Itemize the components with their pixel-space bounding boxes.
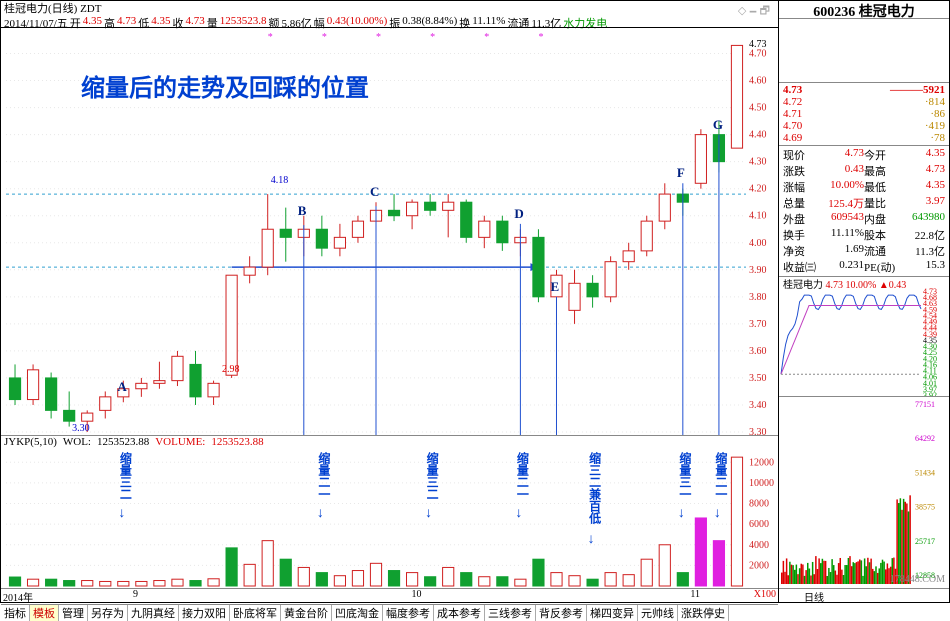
- info-row: 净资1.69流通11.3亿: [783, 243, 945, 259]
- vol-annotation: 缩量二一: [514, 452, 531, 500]
- svg-text:38575: 38575: [915, 503, 935, 512]
- info-row: 换手11.11%股本22.8亿: [783, 227, 945, 243]
- info-row: 现价4.73今开4.35: [783, 147, 945, 163]
- tab-1[interactable]: 模板: [30, 605, 59, 621]
- tab-5[interactable]: 接力双阳: [179, 605, 230, 621]
- svg-text:51434: 51434: [915, 468, 935, 477]
- tab-14[interactable]: 元帅线: [638, 605, 678, 621]
- svg-text:4.00: 4.00: [749, 238, 767, 249]
- chart-letter-F: F: [677, 165, 685, 181]
- vol-annotation: 缩量二一: [316, 452, 333, 500]
- chart-letter-G: G: [713, 117, 723, 133]
- candlestick-chart[interactable]: 3.30 3.40 3.50 3.60 3.70 3.80 3.90 4.00 4.10 4.20…: [1, 27, 778, 435]
- side-bids: 4.73———59214.72·8144.71·864.70·4194.69·7…: [779, 83, 949, 146]
- svg-text:3.60: 3.60: [749, 346, 767, 357]
- side-mini-volume[interactable]: 771516429251434385752571712858 178448.CO…: [779, 397, 949, 588]
- svg-text:2000: 2000: [749, 560, 769, 571]
- svg-text:3.90: 3.90: [749, 265, 767, 276]
- tab-6[interactable]: 卧底将军: [230, 605, 281, 621]
- info-row: 涨幅10.00%最低4.35: [783, 179, 945, 195]
- tab-10[interactable]: 成本参考: [434, 605, 485, 621]
- bid-row: 4.71·86: [783, 108, 945, 120]
- svg-text:3.80: 3.80: [749, 292, 767, 303]
- tab-15[interactable]: 涨跌停史: [678, 605, 729, 621]
- vol-annotation: 缩量三二: [117, 452, 134, 500]
- svg-text:4.30: 4.30: [749, 157, 767, 168]
- svg-text:3.70: 3.70: [749, 319, 767, 330]
- tab-9[interactable]: 幅度参考: [383, 605, 434, 621]
- main-panel: 桂冠电力(日线) ZDT ◇ 🗕 🗗 2014/11/07/五 开4.35 高4…: [1, 1, 779, 602]
- svg-text:4.40: 4.40: [749, 130, 767, 141]
- tab-12[interactable]: 背反参考: [536, 605, 587, 621]
- svg-text:4.10: 4.10: [749, 211, 767, 222]
- side-panel: 600236 桂冠电力 4.73———59214.72·8144.71·864.…: [779, 1, 949, 602]
- chart-letter-C: C: [370, 184, 379, 200]
- vol-annotation: 缩量三二: [424, 452, 441, 500]
- svg-text:4.50: 4.50: [749, 103, 767, 114]
- svg-text:64292: 64292: [915, 434, 935, 443]
- stock-name: 桂冠电力(日线) ZDT: [4, 0, 101, 16]
- tab-2[interactable]: 管理: [59, 605, 88, 621]
- info-row: 总量125.4万量比3.97: [783, 195, 945, 211]
- volume-header: JYKP(5,10) WOL:1253523.88 VOLUME:1253523…: [1, 436, 778, 450]
- svg-text:3.40: 3.40: [749, 400, 767, 411]
- header-icons[interactable]: ◇ 🗕 🗗: [738, 2, 770, 21]
- svg-text:*: *: [268, 32, 273, 43]
- info-row: 外盘609543内盘643980: [783, 211, 945, 227]
- svg-text:6000: 6000: [749, 519, 769, 530]
- chart-header: 桂冠电力(日线) ZDT ◇ 🗕 🗗: [1, 1, 778, 15]
- tab-0[interactable]: 指标: [1, 605, 30, 621]
- chart-letter-A: A: [117, 379, 126, 395]
- vol-annotation: 缩量三一: [677, 452, 694, 500]
- svg-text:*: *: [484, 32, 489, 43]
- chart-letter-B: B: [298, 203, 307, 219]
- bid-row: 4.70·419: [783, 120, 945, 132]
- svg-text:4.20: 4.20: [749, 184, 767, 195]
- svg-text:*: *: [538, 32, 543, 43]
- tab-4[interactable]: 九阴真经: [128, 605, 179, 621]
- svg-text:77151: 77151: [915, 400, 935, 409]
- tab-11[interactable]: 三线参考: [485, 605, 536, 621]
- chart-letter-D: D: [514, 206, 523, 222]
- side-blank: [779, 19, 949, 83]
- svg-text:*: *: [376, 32, 381, 43]
- bid-row: 4.72·814: [783, 96, 945, 108]
- svg-text:桂冠电力 4.73 10.00% ▲0.43: 桂冠电力 4.73 10.00% ▲0.43: [783, 278, 906, 291]
- app-root: 桂冠电力(日线) ZDT ◇ 🗕 🗗 2014/11/07/五 开4.35 高4…: [0, 0, 950, 603]
- svg-text:4000: 4000: [749, 540, 769, 551]
- side-mini-chart[interactable]: 桂冠电力 4.73 10.00% ▲0.434.734.684.634.594.…: [779, 277, 949, 397]
- svg-text:*: *: [430, 32, 435, 43]
- svg-text:12000: 12000: [749, 457, 774, 468]
- svg-text:10000: 10000: [749, 478, 774, 489]
- indicator-tabs[interactable]: 指标模板管理另存为九阴真经接力双阳卧底将军黄金台阶凹底淘金幅度参考成本参考三线参…: [1, 604, 778, 621]
- volume-chart[interactable]: JYKP(5,10) WOL:1253523.88 VOLUME:1253523…: [1, 435, 778, 588]
- vol-annotation: 缩三二兼百低: [587, 452, 604, 524]
- chart-title-annotation: 缩量后的走势及回踩的位置: [81, 68, 369, 103]
- bid-row: 4.69·78: [783, 132, 945, 144]
- svg-text:25717: 25717: [915, 537, 935, 546]
- svg-text:3.50: 3.50: [749, 373, 767, 384]
- bid-row: 4.73———5921: [783, 84, 945, 96]
- tab-8[interactable]: 凹底淘金: [332, 605, 383, 621]
- svg-text:3.30: 3.30: [749, 427, 767, 435]
- svg-text:8000: 8000: [749, 499, 769, 510]
- tab-3[interactable]: 另存为: [88, 605, 128, 621]
- tab-13[interactable]: 梯四变异: [587, 605, 638, 621]
- side-info: 现价4.73今开4.35涨跌0.43最高4.73涨幅10.00%最低4.35总量…: [779, 146, 949, 277]
- info-row: 收益㈢0.231PE(动)15.3: [783, 259, 945, 275]
- tab-7[interactable]: 黄金台阶: [281, 605, 332, 621]
- chart-subheader: 2014/11/07/五 开4.35 高4.73 低4.35 收4.73 量12…: [1, 15, 778, 27]
- info-row: 涨跌0.43最高4.73: [783, 163, 945, 179]
- vol-annotation: 缩量二一: [713, 452, 730, 500]
- svg-text:3.92: 3.92: [923, 391, 937, 396]
- svg-text:*: *: [322, 32, 327, 43]
- svg-text:4.60: 4.60: [749, 76, 767, 87]
- watermark: 178448.COM: [890, 574, 945, 585]
- side-footer[interactable]: 日线: [779, 588, 949, 602]
- time-axis: 2014年91011X100: [1, 588, 778, 604]
- side-title: 600236 桂冠电力: [779, 1, 949, 19]
- chart-letter-E: E: [550, 279, 559, 295]
